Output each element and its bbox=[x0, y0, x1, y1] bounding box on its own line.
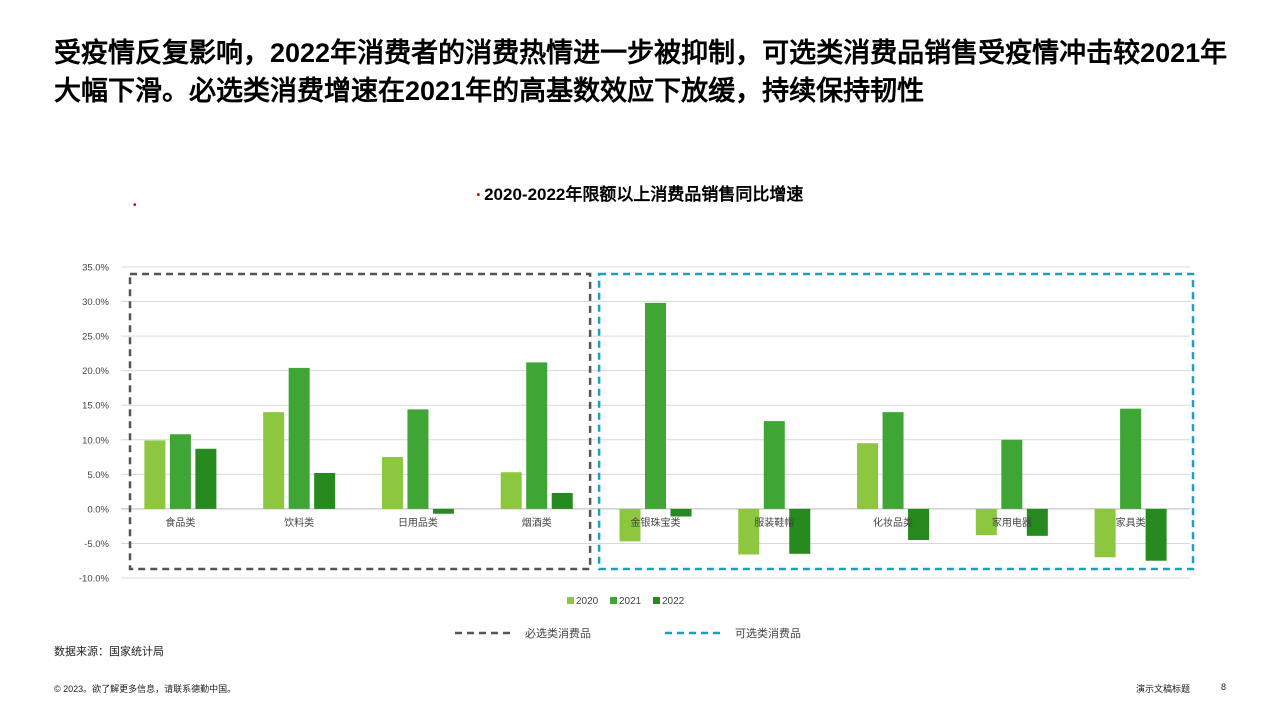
y-tick-label: 35.0% bbox=[82, 263, 109, 274]
bar-2021-1 bbox=[288, 367, 310, 509]
chart-title-text: 2020-2022年限额以上消费品销售同比增速 bbox=[484, 185, 804, 204]
x-tick-label: 烟酒类 bbox=[522, 516, 552, 529]
x-tick-label: 日用品类 bbox=[398, 516, 438, 529]
group-legend-label-1: 可选类消费品 bbox=[735, 626, 801, 640]
bar-2020-3 bbox=[500, 472, 522, 509]
group-boxes bbox=[128, 272, 1195, 571]
deck-title-footer: 演示文稿标题 bbox=[1135, 684, 1190, 694]
legend-label-2021: 2021 bbox=[619, 596, 642, 607]
bar-2022-3 bbox=[551, 492, 573, 509]
bar-2021-2 bbox=[407, 409, 429, 509]
bar-2022-8 bbox=[1145, 508, 1167, 561]
bar-2020-4 bbox=[619, 508, 641, 542]
legend-swatch-2021 bbox=[610, 597, 617, 604]
bars bbox=[144, 302, 1167, 561]
y-tick-label: 30.0% bbox=[82, 297, 109, 308]
bar-2022-6 bbox=[908, 508, 930, 540]
x-tick-label: 家具类 bbox=[1116, 516, 1146, 529]
x-tick-label: 金银珠宝类 bbox=[631, 516, 681, 529]
y-tick-label: 0.0% bbox=[87, 504, 109, 515]
x-tick-label: 食品类 bbox=[165, 516, 195, 529]
essential-group-box bbox=[128, 272, 592, 571]
x-tick-label: 饮料类 bbox=[284, 516, 314, 529]
bar-2021-3 bbox=[526, 362, 548, 509]
legend: 2020 2021 2022 bbox=[567, 596, 685, 607]
x-axis-labels: 食品类 饮料类 日用品类 烟酒类 金银珠宝类 服装鞋帽 化妆品类 家用电器 家具类 bbox=[165, 516, 1145, 529]
bar-2022-0 bbox=[195, 448, 217, 509]
bar-2021-0 bbox=[169, 434, 191, 509]
headline: 受疫情反复影响，2022年消费者的消费热情进一步被抑制，可选类消费品销售受疫情冲… bbox=[54, 38, 1228, 106]
y-tick-label: 10.0% bbox=[82, 435, 109, 446]
y-tick-label: 25.0% bbox=[82, 332, 109, 343]
y-tick-label: -5.0% bbox=[84, 539, 109, 550]
x-tick-label: 服装鞋帽 bbox=[754, 516, 794, 529]
legend-swatch-2022 bbox=[653, 597, 660, 604]
legend-label-2020: 2020 bbox=[576, 596, 599, 607]
bar-2021-5 bbox=[763, 421, 785, 509]
chart-title: • 2020-2022年限额以上消费品销售同比增速 bbox=[0, 180, 1280, 205]
bar-2020-0 bbox=[144, 440, 166, 509]
bar-2022-5 bbox=[789, 508, 811, 554]
bar-2021-7 bbox=[1001, 439, 1023, 509]
y-tick-label: 20.0% bbox=[82, 366, 109, 377]
bar-2020-1 bbox=[263, 412, 285, 509]
red-dot-icon: • bbox=[133, 200, 137, 211]
bar-2020-5 bbox=[738, 508, 760, 555]
bar-2022-4 bbox=[670, 508, 692, 517]
copyright-footer: © 2023。欲了解更多信息，请联系德勤中国。 bbox=[54, 684, 237, 694]
source-note: 数据来源：国家统计局 bbox=[54, 646, 164, 658]
bar-2022-2 bbox=[432, 508, 454, 514]
bar-2021-4 bbox=[645, 302, 666, 509]
page-number: 8 bbox=[1220, 682, 1226, 692]
bar-2020-2 bbox=[381, 457, 403, 509]
bar-2022-7 bbox=[1026, 508, 1048, 536]
x-tick-label: 化妆品类 bbox=[873, 516, 913, 529]
group-legend: 必选类消费品 可选类消费品 bbox=[455, 626, 801, 640]
bar-2020-6 bbox=[857, 443, 879, 509]
bar-2021-6 bbox=[882, 412, 904, 509]
legend-swatch-2020 bbox=[567, 597, 574, 604]
bar-2022-1 bbox=[314, 472, 336, 509]
y-axis: -10.0% -5.0% 0.0% 5.0% 10.0% 15.0% 20.0% 25.0% 3… bbox=[79, 263, 110, 585]
y-tick-label: 5.0% bbox=[87, 470, 109, 481]
bar-2020-8 bbox=[1094, 508, 1116, 558]
y-tick-label: 15.0% bbox=[82, 401, 109, 412]
x-tick-label: 家用电器 bbox=[992, 516, 1032, 529]
y-tick-label: -10.0% bbox=[79, 574, 110, 585]
bullet-dot-icon: • bbox=[476, 190, 481, 202]
legend-label-2022: 2022 bbox=[662, 596, 685, 607]
bar-2021-8 bbox=[1120, 408, 1142, 509]
bar-2020-7 bbox=[975, 508, 997, 536]
group-legend-label-0: 必选类消费品 bbox=[525, 626, 591, 640]
